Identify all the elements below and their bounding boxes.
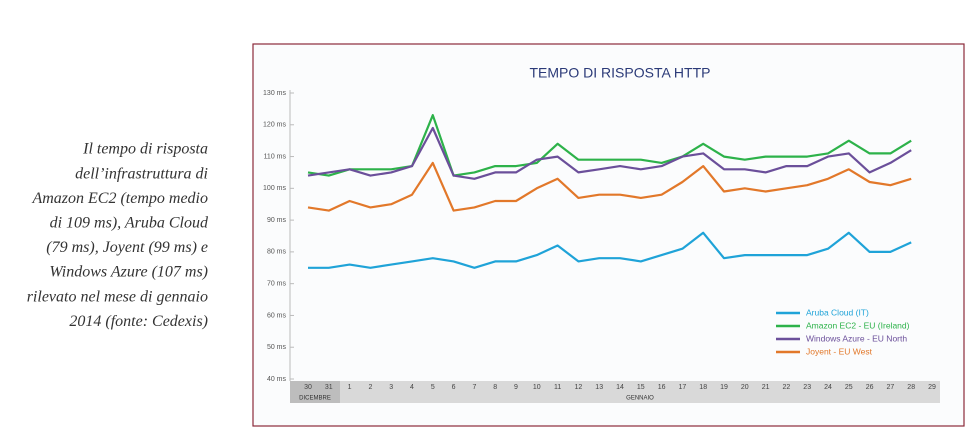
chart-title: TEMPO DI RISPOSTA HTTP xyxy=(530,65,711,81)
x-tick-label: 20 xyxy=(741,384,749,391)
x-tick-label: 14 xyxy=(616,384,624,391)
x-tick-label: 30 xyxy=(304,384,312,391)
y-tick-label: 90 ms xyxy=(267,217,287,224)
x-tick-label: 4 xyxy=(410,384,414,391)
x-tick-label: 18 xyxy=(699,384,707,391)
caption-line: Il tempo di risposta xyxy=(82,141,208,158)
x-group-label: DICEMBRE xyxy=(299,396,331,402)
caption-line: di 109 ms), Aruba Cloud xyxy=(50,214,209,231)
series-line xyxy=(307,126,912,180)
y-tick-label: 130 ms xyxy=(263,90,286,97)
x-tick-label: 6 xyxy=(452,384,456,391)
legend-label: Aruba Cloud (IT) xyxy=(806,307,869,317)
x-tick-label: 25 xyxy=(845,384,853,391)
y-tick-label: 120 ms xyxy=(263,122,286,129)
x-tick-label: 11 xyxy=(554,384,561,391)
legend-label: Amazon EC2 - EU (Ireland) xyxy=(806,320,910,330)
series-line xyxy=(307,161,912,212)
series-line xyxy=(308,231,912,269)
caption-line: Amazon EC2 (tempo medio xyxy=(31,190,208,207)
x-tick-label: 15 xyxy=(637,384,645,391)
x-tick-label: 12 xyxy=(575,384,583,391)
caption-line: rilevato nel mese di gennaio xyxy=(27,288,208,305)
y-tick-label: 110 ms xyxy=(264,153,287,160)
x-tick-label: 5 xyxy=(431,384,435,391)
chart-frame xyxy=(252,43,965,427)
y-tick-label: 80 ms xyxy=(267,249,287,256)
x-tick-label: 27 xyxy=(887,384,895,391)
x-tick-label: 21 xyxy=(762,384,770,391)
x-tick-label: 7 xyxy=(472,384,476,391)
x-tick-label: 13 xyxy=(595,384,603,391)
y-tick-label: 100 ms xyxy=(263,185,286,192)
x-tick-label: 9 xyxy=(514,384,518,391)
caption-line: (79 ms), Joyent (99 ms) e xyxy=(46,239,208,256)
x-tick-label: 3 xyxy=(389,384,393,391)
x-tick-label: 28 xyxy=(907,384,915,391)
x-tick-label: 31 xyxy=(325,384,333,391)
legend-label: Joyent - EU West xyxy=(806,346,873,356)
y-tick-label: 50 ms xyxy=(267,344,287,351)
x-tick-label: 17 xyxy=(679,384,687,391)
y-tick-label: 70 ms xyxy=(267,281,287,288)
x-tick-label: 2 xyxy=(368,384,372,391)
x-tick-label: 8 xyxy=(493,384,497,391)
legend-label: Windows Azure - EU North xyxy=(806,333,907,343)
caption-line: Windows Azure (107 ms) xyxy=(49,264,208,281)
x-tick-label: 16 xyxy=(658,384,666,391)
caption-line: dell’infrastruttura di xyxy=(75,165,208,182)
y-tick-label: 40 ms xyxy=(267,376,287,383)
x-tick-label: 1 xyxy=(348,384,352,391)
x-group-label: GENNAIO xyxy=(626,396,654,402)
x-tick-label: 22 xyxy=(783,384,791,391)
x-tick-label: 19 xyxy=(720,384,728,391)
y-tick-label: 60 ms xyxy=(267,312,287,319)
x-band-december xyxy=(290,381,340,403)
x-band xyxy=(290,381,940,403)
x-tick-label: 23 xyxy=(803,384,811,391)
x-tick-label: 24 xyxy=(824,384,832,391)
x-tick-label: 26 xyxy=(866,384,874,391)
x-tick-label: 10 xyxy=(533,384,541,391)
x-tick-label: 29 xyxy=(928,384,936,391)
caption-line: 2014 (fonte: Cedexis) xyxy=(69,313,208,330)
